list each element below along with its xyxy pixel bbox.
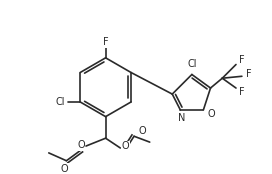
Text: Cl: Cl — [56, 97, 65, 107]
Text: O: O — [208, 109, 215, 119]
Text: O: O — [61, 164, 68, 174]
Text: F: F — [246, 69, 252, 79]
Text: F: F — [239, 55, 245, 65]
Text: O: O — [138, 126, 146, 136]
Text: F: F — [103, 37, 109, 47]
Text: Cl: Cl — [187, 59, 197, 69]
Text: O: O — [77, 140, 85, 150]
Text: O: O — [121, 141, 129, 151]
Text: N: N — [178, 113, 185, 123]
Text: F: F — [239, 87, 245, 97]
